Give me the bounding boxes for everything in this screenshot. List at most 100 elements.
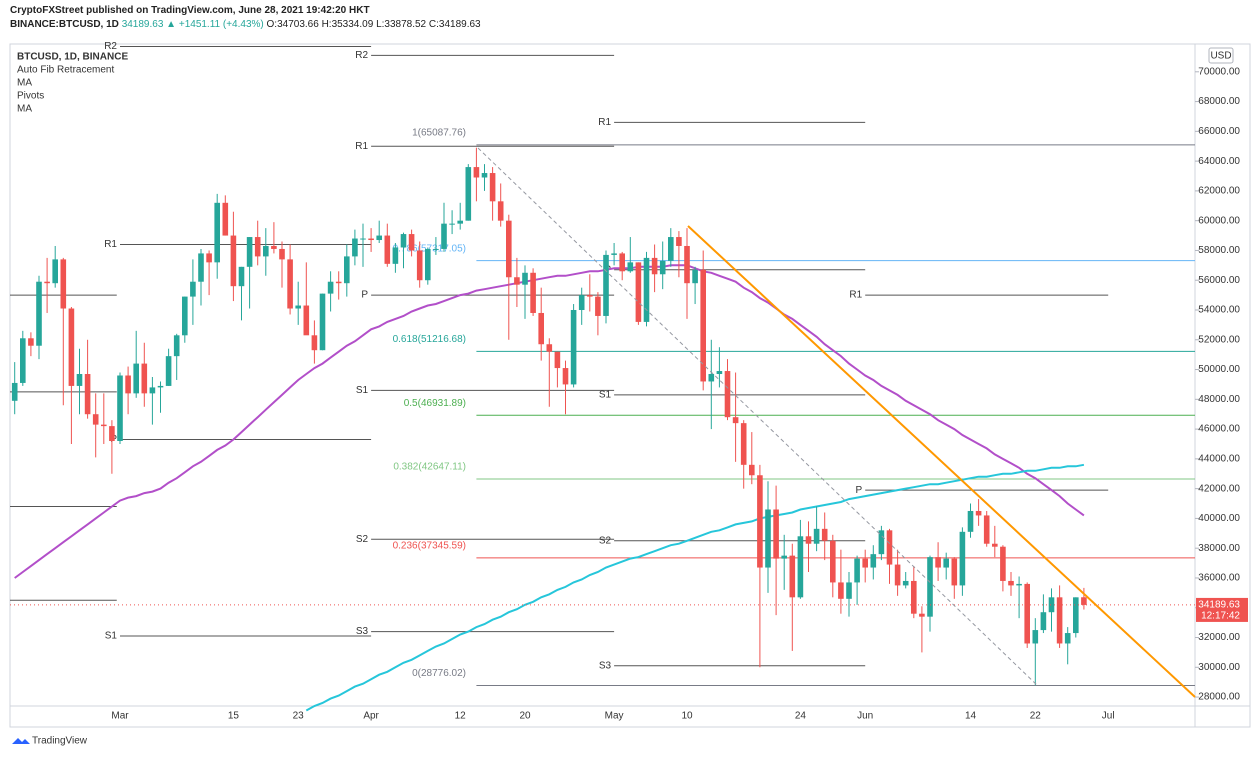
y-tick-label: 56000.00 <box>1198 275 1240 286</box>
y-tick-label: 68000.00 <box>1198 96 1240 107</box>
candle-body <box>538 312 544 345</box>
fib-label: 0.382(42647.11) <box>393 462 466 473</box>
candle-body <box>125 375 131 394</box>
candle-body <box>335 281 342 284</box>
pivot-label: S3 <box>356 626 369 637</box>
symbol: BINANCE:BTCUSD, 1D <box>10 19 119 30</box>
candle-body <box>619 253 625 272</box>
ma-line <box>14 264 1085 579</box>
last-price: 34189.63 <box>1198 600 1240 611</box>
y-tick-label: 62000.00 <box>1198 186 1240 197</box>
pivot-label: S1 <box>356 385 369 396</box>
candle-body <box>692 269 698 284</box>
candle-body <box>1016 583 1022 586</box>
candle-body <box>919 613 925 617</box>
candle-body <box>862 558 868 568</box>
x-tick-label: 15 <box>228 711 240 722</box>
candle-body <box>684 245 690 284</box>
pivot-label: R1 <box>598 117 611 128</box>
candle-body <box>757 475 763 568</box>
candle-body <box>870 554 877 568</box>
x-tick-label: May <box>605 711 624 722</box>
candle-body <box>902 580 909 586</box>
currency: USD <box>1210 51 1231 62</box>
last-price-box <box>1196 597 1248 622</box>
y-tick-label: 54000.00 <box>1198 305 1240 316</box>
candle-body <box>149 387 156 394</box>
y-tick-label: 42000.00 <box>1198 483 1240 494</box>
x-tick-label: 12 <box>455 711 467 722</box>
candle-body <box>246 237 253 267</box>
y-tick-label: 48000.00 <box>1198 394 1240 405</box>
candle-body <box>773 509 779 559</box>
trend-line <box>687 225 1196 698</box>
candle-body <box>238 266 245 287</box>
candle-body <box>271 245 277 249</box>
candle-body <box>416 250 423 281</box>
candle-body <box>60 259 67 309</box>
y-tick-label: 70000.00 <box>1198 66 1240 77</box>
chart-frame <box>9 43 1251 728</box>
candle-body <box>206 253 212 263</box>
candle-body <box>173 335 180 357</box>
candle-body <box>344 256 350 284</box>
candle-body <box>449 223 455 225</box>
legend-item: MA <box>17 78 32 89</box>
legend-item: Pivots <box>17 91 44 102</box>
candle-body <box>530 272 536 313</box>
pivot-label: S1 <box>105 631 118 642</box>
candle-body <box>157 385 164 388</box>
candle-body <box>611 253 617 255</box>
fib-label: 0.618(51216.68) <box>393 334 466 345</box>
candle-body <box>668 237 674 261</box>
candle-body <box>546 344 553 352</box>
y-tick-label: 46000.00 <box>1198 424 1240 435</box>
candle-body <box>894 564 901 586</box>
legend: BTCUSD, 1D, BINANCE Auto Fib Retracement… <box>17 52 128 115</box>
candle-body <box>554 351 561 369</box>
y-tick-label: 32000.00 <box>1198 632 1240 643</box>
pivot-label: R2 <box>355 50 368 61</box>
candle-body <box>303 305 310 336</box>
y-tick-label: 38000.00 <box>1198 543 1240 554</box>
candle-body <box>927 557 933 617</box>
ohlc-close: C:34189.63 <box>428 19 481 30</box>
candle-body <box>595 296 601 316</box>
candle-body <box>587 295 593 297</box>
candle-body <box>425 248 431 281</box>
x-tick-label: 14 <box>965 711 977 722</box>
candle-body <box>433 248 439 250</box>
candle-body <box>254 237 261 257</box>
candle-body <box>821 528 828 541</box>
candle-body <box>222 202 229 236</box>
candle-body <box>214 202 220 263</box>
candle-body <box>165 356 172 386</box>
candle-body <box>959 531 966 586</box>
candle-body <box>109 426 115 442</box>
candle-body <box>20 338 26 383</box>
y-tick-label: 60000.00 <box>1198 215 1240 226</box>
legend-symbol: BTCUSD, 1D, BINANCE <box>17 52 128 63</box>
candle-body <box>1040 612 1047 631</box>
symbol-info: BINANCE:BTCUSD, 1D 34189.63 ▲ +1451.11 (… <box>10 19 481 30</box>
candle-body <box>28 338 34 346</box>
y-tick-label: 52000.00 <box>1198 334 1240 345</box>
candle-body <box>846 582 852 599</box>
candle-body <box>805 536 812 544</box>
candle-body <box>651 257 658 275</box>
candle-body <box>992 543 998 547</box>
candle-body <box>376 235 382 241</box>
publisher: CryptoFXStreet published on TradingView.… <box>10 5 370 16</box>
candle-body <box>749 464 755 476</box>
candle-body <box>295 305 301 309</box>
candle-body <box>68 308 75 386</box>
candle-body <box>1024 583 1030 644</box>
currency-box[interactable] <box>1208 47 1234 64</box>
candle-body <box>319 293 326 351</box>
legend-item: MA <box>17 104 32 115</box>
logo-icon <box>12 738 30 744</box>
candle-body <box>117 375 123 442</box>
candle-body <box>287 259 293 309</box>
